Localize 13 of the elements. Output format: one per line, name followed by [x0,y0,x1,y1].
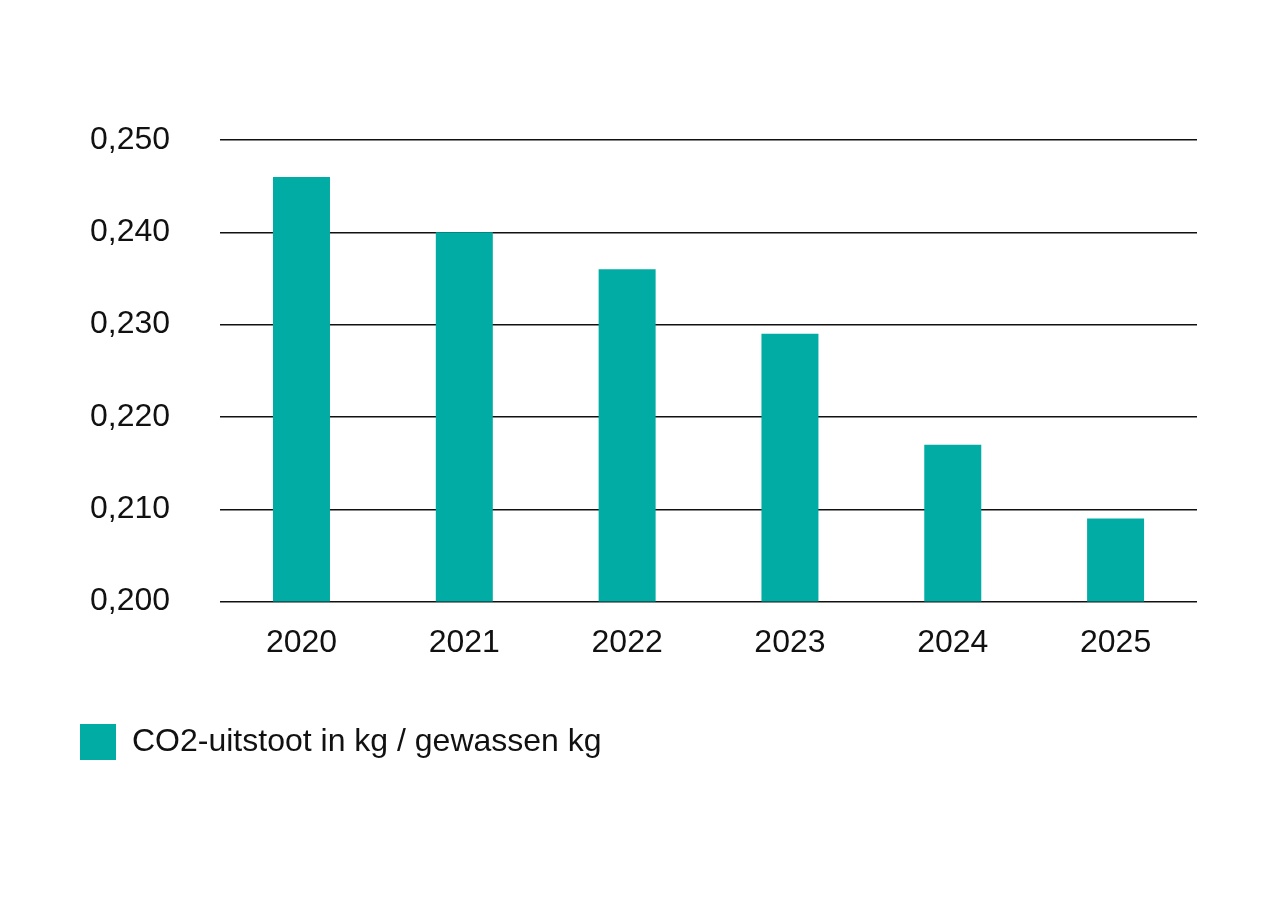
y-tick-label: 0,250 [90,119,171,156]
x-tick-label: 2023 [754,622,826,659]
x-tick-label: 2024 [917,622,989,659]
x-tick-label: 2025 [1080,622,1152,659]
y-tick-label: 0,210 [90,489,171,526]
x-tick-label: 2021 [428,622,500,659]
y-tick-label: 0,230 [90,304,171,341]
x-tick-label: 2022 [591,622,663,659]
y-tick-label: 0,220 [90,396,171,433]
y-tick-label: 0,240 [90,212,171,249]
y-tick-label: 0,200 [90,581,171,618]
legend-label: CO2-uitstoot in kg / gewassen kg [132,721,602,758]
x-tick-label: 2020 [265,622,338,659]
